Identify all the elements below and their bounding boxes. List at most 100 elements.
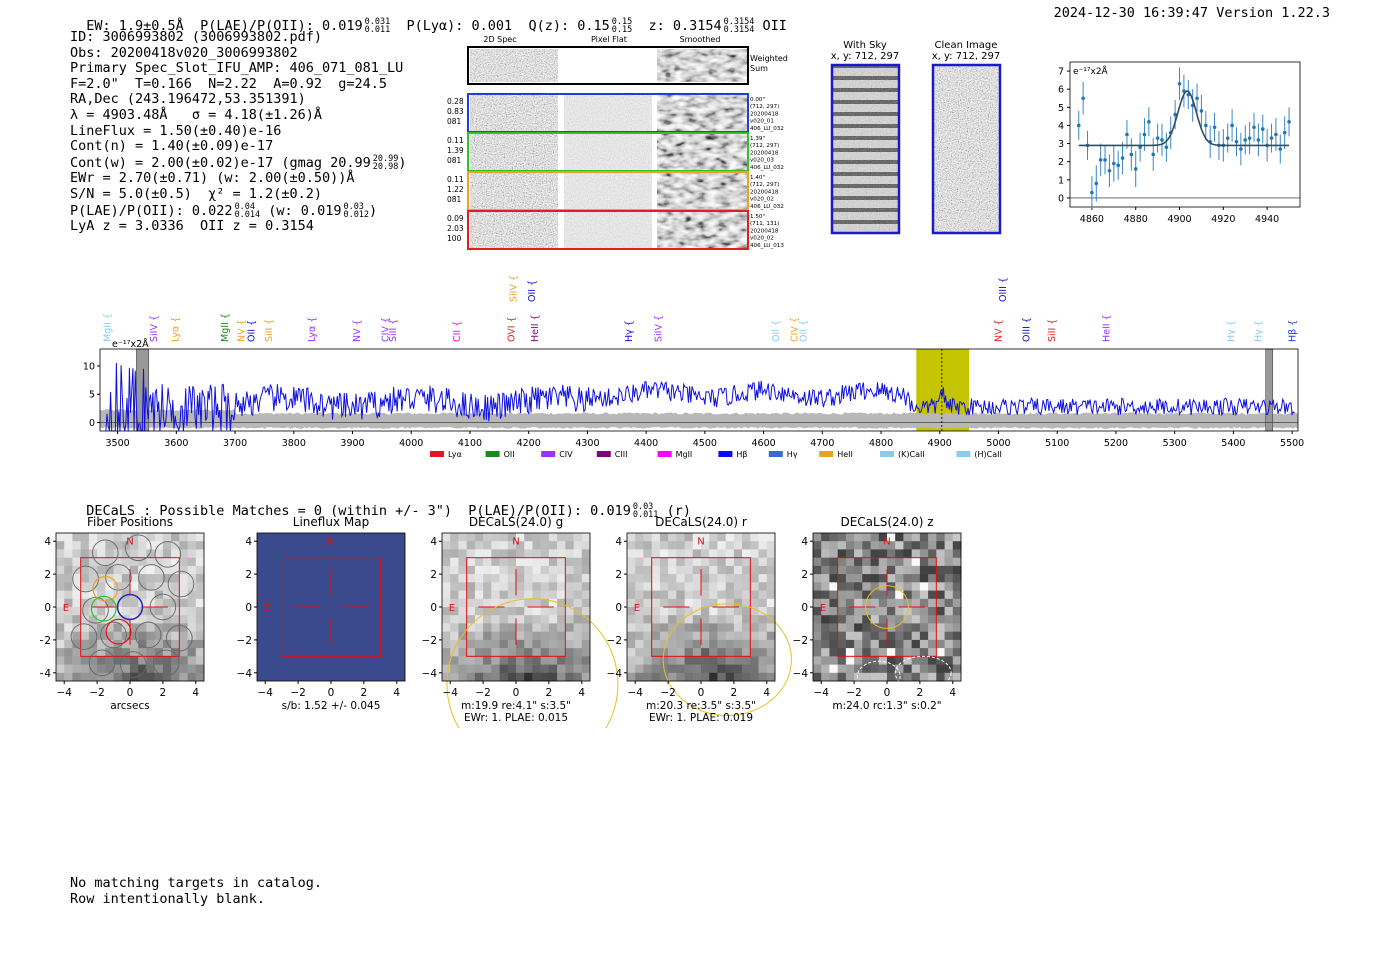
panel-pixel [684,590,694,600]
panel-xtick-label: 2 [917,687,924,699]
panel-pixel [701,533,710,542]
legend-label: Hβ [736,450,747,459]
panel-pixel [676,615,685,624]
panel-pixel [97,664,106,674]
cutout-row-stat: 1.22 [447,185,464,194]
panel-pixel [627,533,636,542]
zoom-data-point [1112,161,1116,166]
panel-pixel [887,607,896,616]
panel-pixel [659,533,669,542]
cutout-grid: 2D Spec Pixel Flat Smoothed Weighted Sum… [447,35,788,250]
panel-pixel [195,598,205,608]
cutout-2d-spec [470,212,558,248]
panel-pixel [573,557,583,567]
panel-pixel [928,541,937,550]
panel-pixel [919,672,929,682]
legend-label: (K)CaII [898,450,925,459]
panel-pixel [919,639,929,649]
panel-pixel [870,598,880,608]
panel-pixel [450,672,459,682]
panel-pixel [565,615,574,624]
panel-pixel [837,598,847,608]
info-lyaz: LyA z = 3.0336 OII z = 0.3154 [70,218,314,235]
panel-pixel [813,656,822,665]
panel-pixel [532,648,541,657]
panel-pixel [887,615,896,624]
panel-pixel [499,639,509,649]
cutout-pixel-flat [564,212,652,248]
panel-pixel [627,590,636,600]
panel-pixel [676,557,685,567]
panel-pixel [532,598,541,608]
panel-pixel [516,639,525,649]
panel-pixel [643,656,652,665]
panel-pixel [466,565,476,575]
panel-pixel [195,664,205,674]
panel-pixel [903,639,912,649]
panel-pixel [171,648,180,657]
panel-pixel [952,648,962,657]
zoom-xtick-label: 4900 [1167,214,1191,225]
panel-pixel [952,549,962,558]
panel-pixel [733,557,743,567]
panel-pixel [105,549,114,558]
panel-pixel [643,623,652,632]
panel-pixel [944,664,954,674]
panel-pixel [659,639,669,649]
panel-pixel [845,590,855,600]
panel-pixel [80,590,90,600]
panel-pixel [524,615,533,624]
panel-pixel [635,664,644,674]
panel-pixel [557,590,566,600]
panel-pixel [750,656,759,665]
panel-pixel [138,672,147,682]
panel-pixel [919,656,929,665]
panel-pixel [766,582,776,591]
panel-xtick-label: −4 [813,687,829,699]
panel-pixel [524,582,533,591]
cutout-row-meta: v020_01 [750,119,774,125]
panel-pixel [651,541,661,550]
panel-pixel [97,590,106,600]
panel-caption: m:20.3 re:3.5" s:3.5" [646,700,756,712]
col-header-smoothed: Smoothed [680,35,721,44]
z-hi: 0.3154 [723,17,755,27]
panel-pixel [837,565,847,575]
panel-pixel [627,549,636,558]
panel-pixel [195,615,205,624]
panel-pixel [154,582,164,591]
zoom-plot-frame [1069,61,1301,208]
panel-pixel [113,565,123,575]
panel-pixel [919,623,929,632]
panel-pixel [442,557,451,567]
spectrum-xtick-label: 5400 [1221,438,1245,449]
panel-pixel [928,582,937,591]
panel-pixel [162,664,172,674]
panel-pixel [887,631,896,641]
spectrum-xtick-label: 4300 [575,438,599,449]
panel-pixel [581,533,591,542]
panel-pixel [684,639,694,649]
panel-pixel [829,590,838,600]
panel-pixel [684,565,694,575]
panel-pixel [121,574,131,583]
fiber-green [90,595,117,622]
panel-pixel [911,598,921,608]
panel-pixel [758,631,768,641]
panel-pixel [635,672,644,682]
panel-pixel [733,598,743,608]
cutout-row-stat: 0.11 [447,136,464,145]
panel-pixel [725,590,735,600]
panel-pixel [813,648,822,657]
panel-pixel [845,648,855,657]
panel-pixel [829,672,838,682]
panel-pixel [635,656,644,665]
panel-pixel [701,590,710,600]
panel-pixel [845,664,855,674]
cutout-row-meta: (712, 297) [750,143,779,149]
panel-pixel [936,582,945,591]
panel-pixel [952,541,962,550]
panel-pixel [676,541,685,550]
panel-pixel [668,631,677,641]
panel-pixel [565,672,574,682]
